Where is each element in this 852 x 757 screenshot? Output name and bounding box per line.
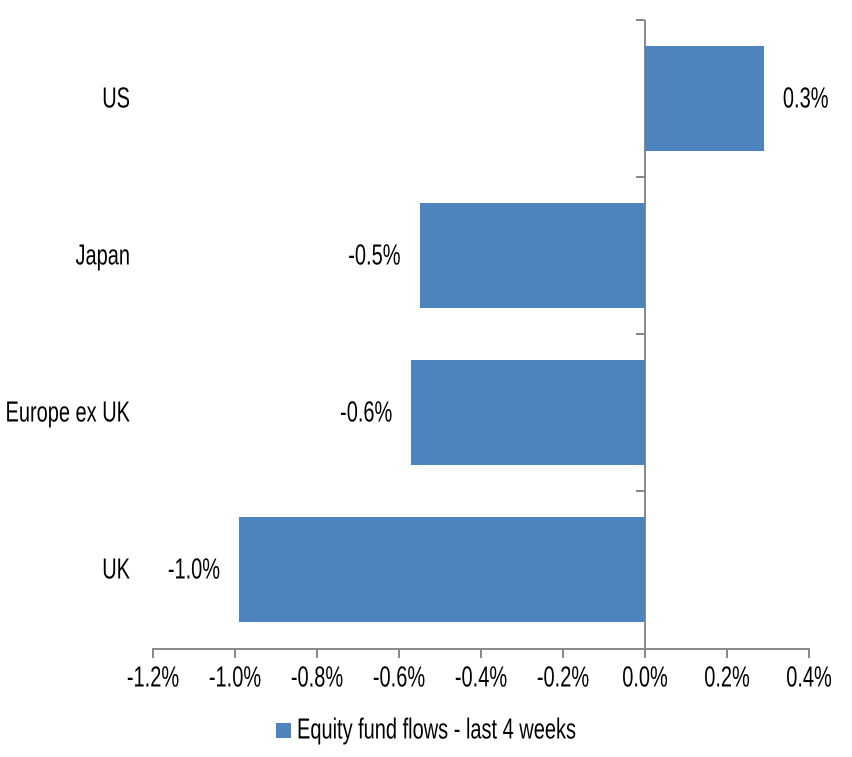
x-axis-tick [152, 650, 154, 658]
bar [411, 360, 645, 465]
x-axis-tick [480, 650, 482, 658]
x-tick-label: -0.8% [290, 662, 344, 694]
bar [239, 517, 645, 622]
legend-swatch-icon [275, 722, 291, 738]
x-axis-tick [726, 650, 728, 658]
legend-label: Equity fund flows - last 4 weeks [296, 714, 576, 746]
x-tick-label: -0.6% [372, 662, 426, 694]
category-label: Europe ex UK [5, 396, 130, 429]
x-tick-label: 0.0% [622, 662, 668, 694]
data-label: 0.3% [782, 82, 829, 115]
x-tick-label: 0.4% [786, 662, 832, 694]
y-axis-tick [636, 333, 645, 335]
y-axis-tick [636, 176, 645, 178]
legend: Equity fund flows - last 4 weeks [0, 715, 852, 745]
y-axis-tick [636, 490, 645, 492]
bar [419, 203, 645, 308]
bar [645, 46, 764, 151]
y-axis-tick [636, 19, 645, 21]
data-label: -0.5% [348, 239, 401, 272]
category-label: UK [102, 553, 130, 586]
x-axis-tick [808, 650, 810, 658]
data-label: -0.6% [340, 396, 393, 429]
x-axis-tick [234, 650, 236, 658]
category-label: Japan [75, 239, 131, 272]
x-tick-label: -1.2% [126, 662, 180, 694]
x-tick-label: -0.2% [536, 662, 590, 694]
x-axis-line [152, 648, 810, 650]
zero-axis-line [644, 20, 646, 648]
category-label: US [102, 82, 130, 115]
x-axis-tick [398, 650, 400, 658]
x-tick-label: -0.4% [454, 662, 508, 694]
data-label: -1.0% [167, 553, 221, 586]
x-tick-label: 0.2% [704, 662, 750, 694]
x-axis-tick [644, 650, 646, 658]
x-tick-label: -1.0% [208, 662, 262, 694]
x-axis-tick [562, 650, 564, 658]
x-axis-tick [316, 650, 318, 658]
